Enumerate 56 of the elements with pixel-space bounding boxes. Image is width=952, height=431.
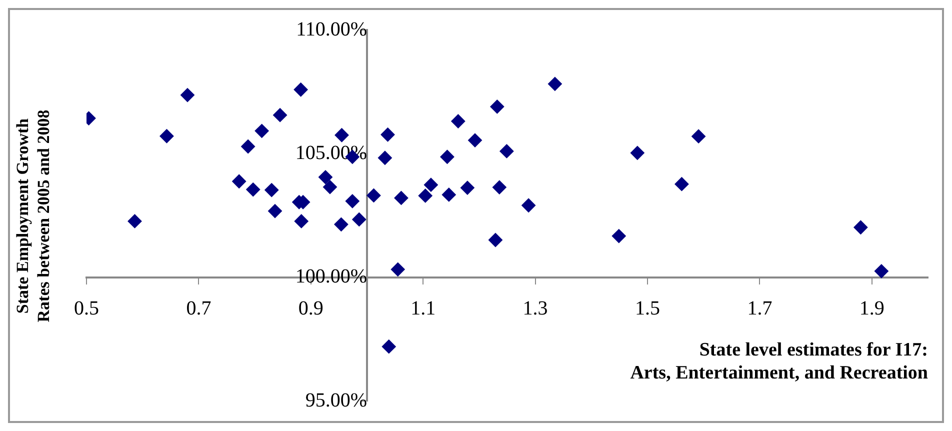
point bbox=[254, 124, 269, 138]
point bbox=[418, 188, 432, 203]
point bbox=[442, 188, 456, 202]
x-tick-label: 1.5 bbox=[635, 298, 660, 320]
point bbox=[440, 150, 454, 164]
point bbox=[345, 194, 360, 208]
x-tick-label: 0.5 bbox=[74, 298, 99, 320]
point bbox=[378, 150, 392, 165]
point bbox=[128, 214, 142, 228]
point bbox=[424, 178, 438, 192]
point bbox=[264, 183, 279, 198]
point bbox=[241, 139, 256, 154]
x-axis-title: State level estimates for I17: Arts, Entertainment, and Recreation bbox=[630, 340, 928, 384]
point bbox=[451, 114, 466, 128]
point bbox=[548, 76, 562, 91]
y-tick-label: 100.00% bbox=[295, 266, 367, 288]
x-tick-label: 0.9 bbox=[298, 298, 324, 320]
x-tick-label: 1.1 bbox=[410, 298, 436, 320]
point bbox=[874, 264, 888, 278]
point bbox=[460, 180, 474, 195]
point bbox=[380, 128, 395, 142]
x-tick-label: 1.3 bbox=[522, 298, 548, 320]
point bbox=[630, 146, 644, 160]
point bbox=[522, 198, 536, 212]
point bbox=[334, 217, 348, 232]
x-tick-label: 1.9 bbox=[859, 298, 884, 320]
point bbox=[854, 220, 868, 234]
x-tick-label: 1.7 bbox=[747, 298, 772, 320]
point bbox=[692, 129, 706, 144]
point bbox=[500, 144, 514, 158]
point bbox=[492, 180, 506, 194]
point bbox=[246, 182, 260, 197]
y-tick-label: 95.00% bbox=[305, 389, 367, 412]
point bbox=[294, 82, 308, 97]
point bbox=[394, 190, 408, 205]
point bbox=[382, 340, 396, 354]
point bbox=[268, 204, 282, 218]
y-axis-title: State Employment Growth Rates between 2005 and 2008 bbox=[12, 108, 54, 324]
point bbox=[366, 188, 381, 202]
point bbox=[390, 262, 405, 276]
point bbox=[180, 88, 194, 102]
point bbox=[232, 174, 246, 188]
point bbox=[273, 108, 288, 122]
point bbox=[294, 214, 308, 228]
point bbox=[468, 133, 482, 148]
x-tick-label: 0.7 bbox=[186, 298, 212, 320]
point bbox=[334, 128, 349, 142]
point bbox=[674, 177, 689, 192]
point bbox=[352, 212, 366, 226]
y-tick-label: 110.00% bbox=[296, 18, 367, 40]
point bbox=[488, 232, 502, 247]
point bbox=[612, 229, 626, 244]
point bbox=[318, 170, 332, 184]
point bbox=[160, 129, 174, 144]
point bbox=[322, 180, 337, 194]
point bbox=[490, 100, 504, 114]
